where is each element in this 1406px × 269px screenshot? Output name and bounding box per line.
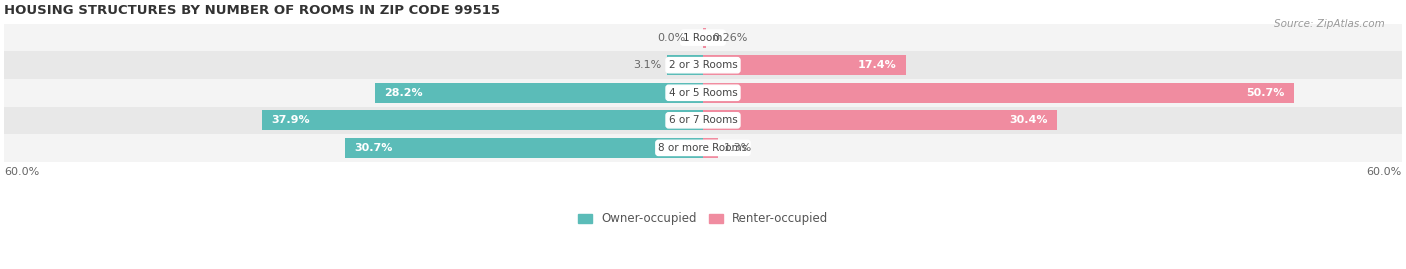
Bar [703,28,706,48]
Text: 50.7%: 50.7% [1246,88,1284,98]
Text: 30.4%: 30.4% [1010,115,1047,125]
Text: 60.0%: 60.0% [1367,167,1402,177]
Text: 30.7%: 30.7% [354,143,394,153]
Bar [262,110,703,130]
Bar [703,110,1057,130]
Bar [374,83,703,103]
Legend: Owner-occupied, Renter-occupied: Owner-occupied, Renter-occupied [572,208,834,230]
Bar [703,55,905,75]
Bar [703,83,1294,103]
Bar [4,24,1402,51]
Bar [4,134,1402,162]
Text: 8 or more Rooms: 8 or more Rooms [658,143,748,153]
Text: 28.2%: 28.2% [384,88,422,98]
Text: 60.0%: 60.0% [4,167,39,177]
Text: 1.3%: 1.3% [724,143,752,153]
Text: 2 or 3 Rooms: 2 or 3 Rooms [669,60,737,70]
Text: 6 or 7 Rooms: 6 or 7 Rooms [669,115,737,125]
Text: 17.4%: 17.4% [858,60,897,70]
Bar [666,55,703,75]
Text: HOUSING STRUCTURES BY NUMBER OF ROOMS IN ZIP CODE 99515: HOUSING STRUCTURES BY NUMBER OF ROOMS IN… [4,4,501,17]
Text: 37.9%: 37.9% [271,115,309,125]
Bar [346,138,703,158]
Text: Source: ZipAtlas.com: Source: ZipAtlas.com [1274,19,1385,29]
Text: 1 Room: 1 Room [683,33,723,43]
Bar [703,138,718,158]
Bar [4,79,1402,107]
Text: 4 or 5 Rooms: 4 or 5 Rooms [669,88,737,98]
Text: 0.26%: 0.26% [711,33,747,43]
Bar [4,51,1402,79]
Text: 3.1%: 3.1% [633,60,661,70]
Bar [4,107,1402,134]
Text: 0.0%: 0.0% [657,33,686,43]
